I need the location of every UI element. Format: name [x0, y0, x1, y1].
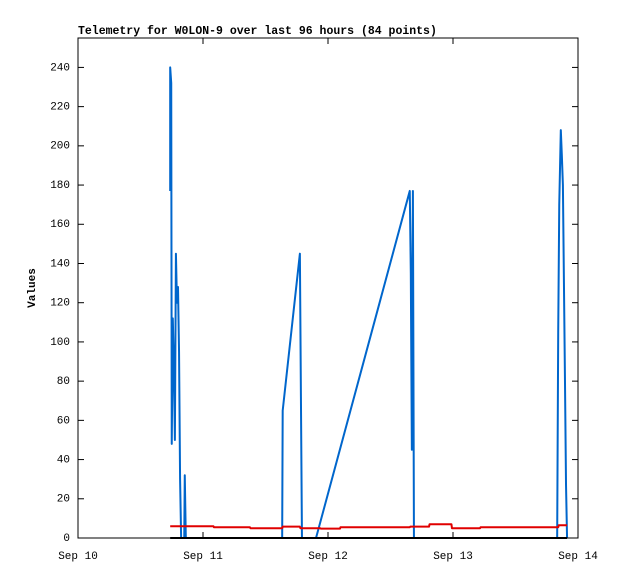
y-tick-label: 180	[50, 180, 70, 192]
chart-title: Telemetry for W0LON-9 over last 96 hours…	[78, 25, 437, 38]
y-tick-label: 220	[50, 102, 70, 114]
y-tick-label: 40	[57, 454, 70, 466]
y-tick-label: 80	[57, 376, 70, 388]
x-tick-label: Sep 13	[433, 551, 473, 563]
x-tick-label: Sep 10	[58, 551, 98, 563]
y-tick-label: 120	[50, 298, 70, 310]
y-tick-label: 240	[50, 62, 70, 74]
x-tick-label: Sep 14	[558, 551, 598, 563]
y-tick-label: 140	[50, 258, 70, 270]
series-line	[169, 66, 569, 539]
y-tick-label: 20	[57, 494, 70, 506]
y-tick-label: 60	[57, 415, 70, 427]
y-tick-label: 160	[50, 219, 70, 231]
series-line	[170, 523, 568, 530]
y-axis-label: Values	[27, 268, 39, 308]
x-tick-label: Sep 11	[183, 551, 223, 563]
y-tick-label: 0	[63, 533, 70, 545]
x-tick-label: Sep 12	[308, 551, 348, 563]
y-tick-label: 200	[50, 141, 70, 153]
y-tick-label: 100	[50, 337, 70, 349]
plot-frame	[77, 37, 579, 539]
